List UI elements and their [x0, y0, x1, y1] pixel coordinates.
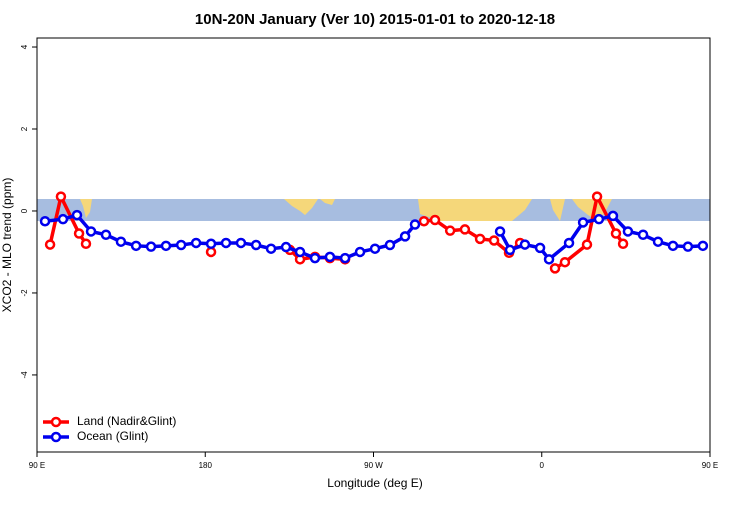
x-tick-label: 90 E [702, 461, 718, 470]
chart-title: 10N-20N January (Ver 10) 2015-01-01 to 2… [195, 11, 555, 28]
data-point [220, 237, 232, 249]
x-tick-label: 0 [540, 461, 545, 470]
data-point [622, 226, 634, 237]
data-point [444, 225, 456, 236]
data-point [324, 251, 336, 263]
data-point [593, 213, 605, 225]
data-point [175, 239, 187, 251]
data-point [534, 242, 546, 254]
map-band [37, 199, 710, 221]
data-point [100, 229, 112, 241]
data-point [682, 241, 694, 252]
data-point [294, 246, 306, 258]
y-tick-label: 4 [20, 44, 29, 49]
data-point [115, 236, 127, 247]
data-point [339, 252, 351, 264]
data-point [563, 237, 575, 249]
data-point [190, 237, 202, 249]
y-axis-label: XCO2 - MLO trend (ppm) [0, 178, 14, 313]
y-tick-label: 2 [20, 126, 29, 131]
data-point [667, 240, 679, 252]
data-point [617, 238, 629, 250]
data-point [44, 239, 56, 250]
legend-label: Ocean (Glint) [77, 429, 148, 443]
y-tick-label: -2 [20, 289, 29, 297]
data-point [265, 243, 277, 254]
data-point [607, 210, 619, 222]
data-point [581, 239, 593, 250]
data-point [637, 229, 649, 241]
data-point [577, 217, 589, 228]
data-point [250, 239, 262, 251]
data-point [591, 191, 603, 202]
data-point [459, 224, 471, 235]
x-tick-label: 90 E [29, 461, 45, 470]
data-point [559, 256, 571, 268]
legend-label: Land (Nadir&Glint) [77, 414, 176, 428]
data-point [504, 244, 516, 256]
data-point [418, 215, 430, 227]
data-point [652, 236, 664, 247]
data-point [73, 228, 85, 239]
legend-marker [50, 416, 62, 428]
data-point [429, 214, 441, 226]
data-point [409, 219, 421, 230]
data-point [145, 241, 157, 252]
data-point [80, 238, 92, 250]
data-point [235, 237, 247, 249]
data-point [384, 239, 396, 251]
data-point [130, 240, 142, 252]
data-point [697, 240, 709, 252]
data-point [369, 243, 381, 254]
data-point [399, 231, 411, 242]
data-point [39, 215, 51, 227]
data-point [474, 233, 486, 245]
data-point [205, 238, 217, 250]
data-point [488, 235, 500, 246]
data-point [543, 254, 555, 265]
data-point [160, 240, 172, 252]
data-point [85, 226, 97, 237]
data-point [55, 191, 67, 202]
x-axis-label: Longitude (deg E) [327, 476, 422, 490]
data-point [354, 246, 366, 258]
data-point [610, 228, 622, 239]
y-tick-label: 0 [20, 208, 29, 213]
y-tick-label: -4 [20, 371, 29, 379]
data-point [519, 239, 531, 250]
data-point [71, 209, 83, 221]
x-tick-label: 180 [199, 461, 213, 470]
data-point [494, 226, 506, 237]
data-point [57, 213, 69, 225]
data-point [280, 241, 292, 253]
data-point [549, 263, 561, 274]
data-point [205, 246, 217, 258]
legend-marker [50, 431, 62, 443]
x-tick-label: 90 W [364, 461, 383, 470]
data-point [309, 252, 321, 264]
